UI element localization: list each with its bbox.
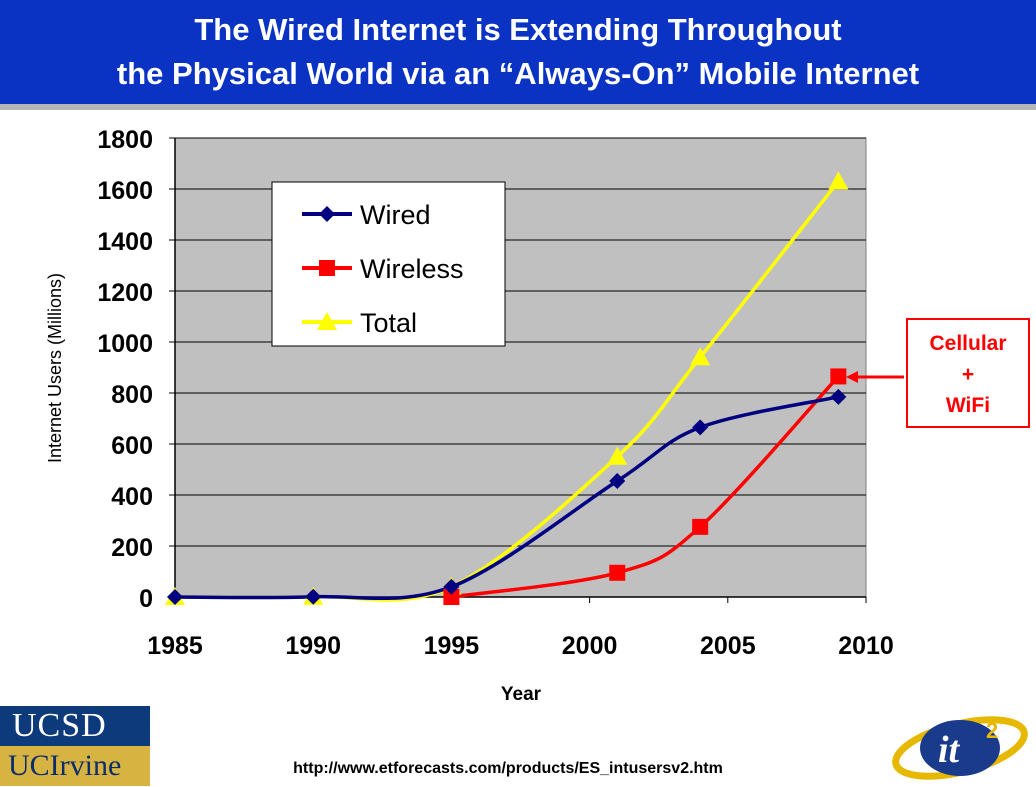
legend-label-total: Total bbox=[360, 308, 417, 338]
legend-box bbox=[271, 181, 506, 347]
data-point-wired bbox=[830, 388, 847, 405]
x-tick-label: 1995 bbox=[424, 632, 480, 660]
x-tick-label: 2010 bbox=[838, 632, 894, 660]
data-point-wired bbox=[692, 419, 709, 436]
data-point-wired bbox=[609, 472, 626, 489]
x-tick-label: 1985 bbox=[147, 632, 203, 660]
legend-marker-wired bbox=[319, 206, 335, 222]
data-point-wired bbox=[305, 588, 322, 605]
y-axis-title: Internet Users (Millions) bbox=[45, 273, 65, 463]
y-tick-label: 800 bbox=[111, 381, 153, 409]
data-point-wireless bbox=[443, 589, 460, 605]
callout-line-2: + bbox=[961, 363, 975, 386]
x-tick-label: 2005 bbox=[700, 632, 756, 660]
svg-text:2: 2 bbox=[986, 718, 998, 743]
legend-label-wireless: Wireless bbox=[360, 254, 464, 284]
legend-marker-total bbox=[317, 312, 337, 330]
ucirvine-logo: UCIrvine bbox=[0, 746, 150, 786]
title-bar: The Wired Internet is Extending Througho… bbox=[0, 0, 1036, 110]
source-url: http://www.etforecasts.com/products/ES_i… bbox=[293, 760, 723, 777]
cellular-wifi-callout: Cellular + WiFi bbox=[906, 318, 1030, 428]
slide-title-line-1: The Wired Internet is Extending Througho… bbox=[194, 12, 842, 47]
series-line-wireless bbox=[451, 375, 840, 599]
data-point-wired bbox=[167, 589, 183, 605]
data-point-total bbox=[828, 171, 849, 190]
y-tick-label: 600 bbox=[111, 432, 153, 460]
y-tick-label: 1800 bbox=[97, 126, 153, 154]
callout-line-1: Cellular bbox=[929, 332, 1007, 355]
data-point-wireless bbox=[692, 518, 709, 535]
title-shadow bbox=[0, 104, 1036, 110]
data-point-wireless bbox=[830, 368, 847, 385]
internet-users-chart: 0 200 400 600 800 1000 1200 1400 1600 1800 1985 199… bbox=[45, 126, 904, 705]
legend-label-wired: Wired bbox=[360, 200, 431, 230]
y-tick-label: 1000 bbox=[97, 330, 153, 358]
legend-marker-wireless bbox=[319, 260, 335, 276]
y-tick-label: 1200 bbox=[97, 279, 153, 307]
ucsd-logo: UCSD bbox=[0, 706, 150, 746]
y-tick-label: 1600 bbox=[97, 177, 153, 205]
data-point-total bbox=[690, 347, 711, 366]
svg-text:it: it bbox=[938, 729, 961, 771]
y-tick-label: 1400 bbox=[97, 228, 153, 256]
callout-line-3: WiFi bbox=[945, 394, 991, 417]
y-tick-label: 0 bbox=[139, 585, 153, 613]
series-line-wired bbox=[174, 395, 839, 601]
x-axis-title: Year bbox=[501, 684, 542, 705]
data-point-wired bbox=[443, 578, 460, 595]
callout-arrow-head bbox=[846, 371, 858, 383]
y-tick-label: 400 bbox=[111, 483, 153, 511]
slide-title-line-2: the Physical World via an “Always-On” Mo… bbox=[116, 56, 920, 91]
data-point-wireless bbox=[609, 564, 626, 581]
x-tick-label: 2000 bbox=[562, 632, 618, 660]
y-tick-label: 200 bbox=[111, 534, 153, 562]
it2-logo: it 2 bbox=[892, 716, 1028, 780]
data-point-total bbox=[607, 446, 628, 465]
x-tick-label: 1990 bbox=[285, 632, 341, 660]
